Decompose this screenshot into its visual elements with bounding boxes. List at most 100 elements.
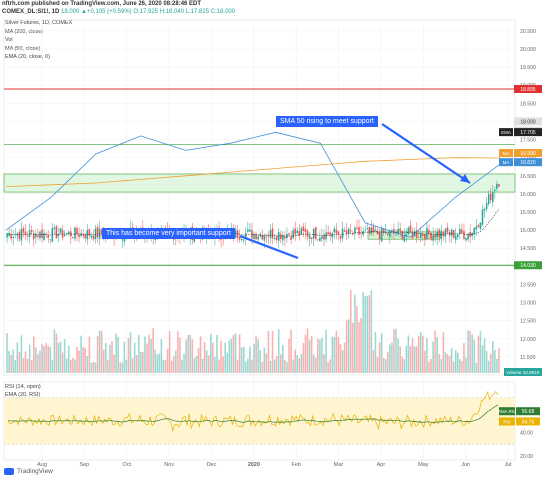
volume-bar bbox=[457, 352, 459, 373]
candle-body bbox=[487, 194, 490, 204]
arrow-sma50-head bbox=[460, 174, 470, 183]
volume-bar bbox=[389, 344, 391, 373]
x-tick-label: Jun bbox=[461, 462, 470, 468]
volume-bar bbox=[448, 356, 451, 373]
volume-bar bbox=[461, 360, 463, 373]
volume-bar bbox=[475, 362, 478, 373]
volume-bar bbox=[387, 352, 389, 373]
volume-bar bbox=[170, 360, 173, 373]
volume-bar bbox=[339, 344, 342, 373]
candle-body bbox=[310, 237, 313, 240]
candle-body bbox=[356, 227, 358, 229]
volume-bar bbox=[424, 350, 426, 373]
volume-bar bbox=[88, 336, 91, 373]
volume-bar bbox=[156, 354, 159, 373]
candle-body bbox=[312, 228, 315, 239]
y-tick-label: 13.500 bbox=[520, 282, 536, 288]
volume-bar bbox=[280, 354, 282, 373]
volume-bar bbox=[481, 345, 484, 373]
volume-bar bbox=[55, 333, 58, 373]
volume-bar bbox=[183, 353, 185, 373]
volume-bar bbox=[115, 333, 117, 373]
tradingview-brand[interactable]: TradingView bbox=[4, 468, 53, 475]
y-tick-label: 15.000 bbox=[520, 228, 536, 234]
candle-body bbox=[255, 233, 257, 240]
volume-bar bbox=[181, 359, 183, 373]
volume-bar bbox=[152, 328, 154, 373]
volume-bar bbox=[205, 350, 208, 373]
volume-bar bbox=[323, 354, 325, 373]
tag-rsi-ema: EMA RSI 56.68 bbox=[498, 407, 540, 416]
volume-bar bbox=[382, 357, 385, 373]
candle-body bbox=[391, 230, 393, 231]
candle-body bbox=[261, 234, 264, 240]
candle-body bbox=[306, 230, 309, 237]
volume-bar bbox=[465, 357, 467, 373]
volume-bar bbox=[370, 290, 373, 373]
candle-body bbox=[428, 230, 430, 234]
volume-bar bbox=[319, 339, 321, 373]
candle-body bbox=[86, 230, 89, 240]
volume-bar bbox=[483, 338, 486, 373]
volume-bar bbox=[14, 359, 17, 373]
candle-body bbox=[57, 234, 60, 237]
volume-bar bbox=[251, 359, 253, 373]
volume-bar bbox=[100, 331, 103, 373]
y-tick-label: 14.500 bbox=[520, 246, 536, 252]
candle-body bbox=[33, 233, 35, 240]
candle-body bbox=[467, 233, 469, 240]
tag-ema-label-bg bbox=[499, 128, 513, 137]
volume-bar bbox=[150, 338, 152, 373]
candle-body bbox=[273, 237, 276, 239]
volume-bar bbox=[214, 357, 216, 373]
volume-bar bbox=[347, 319, 350, 373]
y-tick-label: 11.500 bbox=[520, 355, 536, 361]
candle-body bbox=[450, 229, 453, 237]
volume-bar bbox=[273, 359, 276, 373]
candle-body bbox=[494, 189, 496, 191]
volume-bar bbox=[446, 353, 449, 373]
volume-bar bbox=[452, 361, 455, 373]
volume-bar bbox=[193, 358, 196, 373]
tag-support-text: 14.030 bbox=[520, 263, 536, 269]
volume-bar bbox=[72, 357, 74, 373]
x-tick-label: May bbox=[418, 462, 429, 468]
candle-body bbox=[82, 234, 84, 236]
candle-body bbox=[277, 232, 280, 241]
volume-bar bbox=[86, 355, 89, 373]
volume-bar bbox=[450, 347, 453, 373]
legend-ma200: MA (200, close) bbox=[5, 28, 44, 35]
header-line2: COMEX_DL:SI1!, 1D 18.000 ▲+0.105 (+0.59%… bbox=[2, 9, 235, 15]
volume-bar bbox=[372, 350, 375, 373]
volume-bar bbox=[419, 331, 422, 373]
candle-body bbox=[240, 239, 243, 240]
candle-body bbox=[280, 234, 282, 239]
annotation-support: This has become very important support bbox=[102, 228, 235, 239]
price-pane-frame bbox=[3, 19, 516, 376]
candle-body bbox=[461, 229, 463, 233]
volume-bar bbox=[327, 361, 329, 373]
y-tick-label: 13.000 bbox=[520, 301, 536, 307]
candle-body bbox=[477, 225, 480, 227]
candle-body bbox=[20, 228, 23, 241]
candle-body bbox=[53, 227, 56, 230]
tag-rsi-ema-label: EMA RSI bbox=[498, 409, 516, 414]
candle-body bbox=[234, 229, 237, 238]
candle-body bbox=[28, 230, 31, 237]
volume-bar bbox=[292, 359, 294, 373]
candle-body bbox=[380, 227, 383, 241]
candle-body bbox=[492, 191, 494, 203]
candle-body bbox=[61, 229, 64, 238]
volume-bar bbox=[82, 346, 84, 373]
candle-body bbox=[51, 228, 54, 242]
candle-body bbox=[430, 232, 432, 240]
candle-body bbox=[405, 234, 408, 237]
ma200-line bbox=[5, 157, 501, 187]
volume-bar bbox=[290, 329, 292, 373]
candle-body bbox=[442, 231, 445, 237]
candle-body bbox=[436, 231, 439, 238]
candle-body bbox=[393, 228, 395, 234]
tag-ema-bg bbox=[514, 128, 542, 137]
candle-body bbox=[55, 226, 58, 239]
